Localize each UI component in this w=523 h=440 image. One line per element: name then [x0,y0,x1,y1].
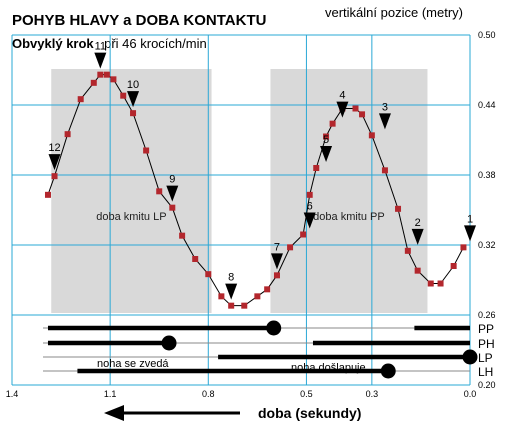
contact-label-ph: PH [478,337,495,351]
x-tick-label: 1.1 [104,389,117,399]
step-marker-triangle [270,253,283,270]
step-marker-label: 8 [228,272,234,284]
y-tick-label: 0.20 [478,380,496,390]
data-point [228,302,235,309]
data-point [64,131,71,138]
data-point [205,271,212,278]
x-tick-label: 0.3 [366,389,379,399]
annotation-foot-land: noha došlapuje [291,362,366,374]
x-tick-label: 0.8 [202,389,215,399]
data-point [51,173,58,180]
data-point [143,147,150,154]
x-axis-label: doba (sekundy) [258,405,361,421]
y-tick-label: 0.26 [478,310,496,320]
subtitle-text: při 46 krocích/min [104,36,207,51]
plot-area: doba kmitu LP doba kmitu PP 1.4 1.1 0.8 0.5 0.… [6,30,496,399]
data-point [329,120,336,127]
data-point [254,293,261,300]
data-point [437,280,444,287]
step-marker-triangle [48,154,61,171]
step-marker-label: 10 [127,79,139,91]
x-tick-label: 1.4 [6,389,19,399]
annotation-foot-lift: noha se zvedá [97,358,169,370]
data-point [450,263,457,269]
chart-title: POHYB HLAVY a DOBA KONTAKTU [12,12,266,29]
step-marker-label: 3 [382,101,388,113]
step-marker-label: 9 [169,174,175,186]
data-point [120,92,127,99]
series-line [47,74,464,307]
step-marker-triangle [166,185,179,202]
data-point [169,204,176,211]
step-marker-triangle [127,91,140,108]
step-marker-triangle [411,228,424,245]
data-point [381,167,388,174]
step-marker-triangle [464,225,476,242]
data-point [241,302,248,309]
data-point [97,71,104,78]
y-tick-label: 0.44 [478,100,496,110]
step-marker-label: 12 [48,142,60,154]
data-point [179,232,186,239]
data-point [90,79,97,86]
step-marker-label: 7 [274,241,280,253]
data-point [306,191,313,198]
region-band [270,69,428,313]
step-marker-label: 6 [307,201,313,213]
y-tick-label: 0.50 [478,30,496,40]
region-label: doba kmitu PP [313,211,385,223]
data-point [395,205,402,212]
step-marker-label: 11 [95,41,106,53]
data-point [287,244,294,251]
data-point [110,76,117,83]
data-point [264,286,271,293]
data-point [44,191,51,198]
data-point [130,110,137,117]
data-point [156,188,163,195]
data-point [359,111,366,118]
data-point [103,71,110,78]
data-point [300,231,307,238]
chart-subtitle: Obvyklý krok při 46 krocích/min [12,35,207,52]
y-tick-label: 0.32 [478,240,496,250]
step-marker-triangle [320,146,333,162]
data-point [77,96,84,103]
data-point [427,280,434,287]
x-tick-label: 0.0 [464,389,477,399]
y-axis-label: vertikální pozice (metry) [325,5,463,20]
data-point [460,244,467,251]
step-marker-triangle [378,113,391,130]
contact-label-lp: LP [478,351,493,365]
data-point [352,105,359,112]
step-marker-triangle [303,212,316,229]
region-label: doba kmitu LP [96,211,166,223]
data-point [368,132,375,139]
subtitle-bold: Obvyklý krok [12,36,94,51]
step-marker-triangle [336,101,349,118]
step-marker-label: 5 [323,134,329,146]
step-marker-triangle [225,283,238,300]
data-point [323,133,330,140]
data-point [273,272,280,279]
y-tick-label: 0.38 [478,170,496,180]
x-axis-arrow [104,405,240,421]
step-marker-label: 2 [415,217,421,229]
contact-dot [380,363,396,379]
step-marker-triangle [94,52,107,69]
contact-dot [266,320,282,336]
data-point [313,165,320,171]
x-tick-label: 0.5 [300,389,313,399]
step-marker-label: 1 [467,213,473,225]
data-point [414,267,421,274]
contact-label-pp: PP [478,322,494,336]
data-point [218,293,225,300]
contact-dot [462,349,478,365]
region-band [51,69,212,313]
data-point [404,247,411,254]
contact-label-lh: LH [478,365,493,379]
data-point [192,256,199,262]
step-marker-label: 4 [339,90,345,102]
contact-dot [161,335,177,351]
